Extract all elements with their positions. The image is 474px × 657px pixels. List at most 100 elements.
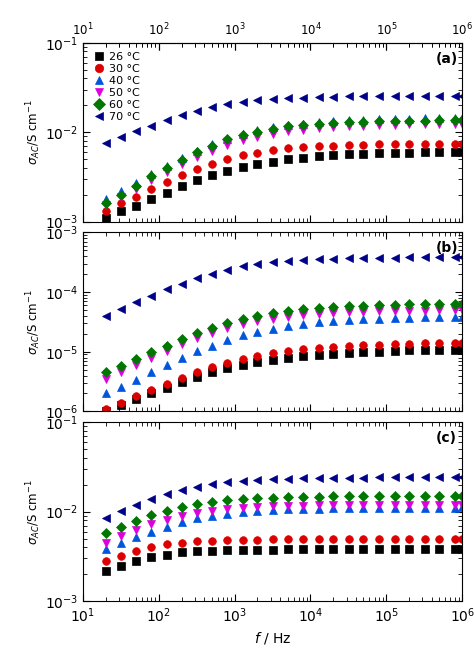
26 °C (224, 167, 230, 175)
30 °C (459, 140, 465, 148)
40 °C (437, 114, 442, 122)
60 °C (437, 116, 442, 124)
70 °C (240, 98, 246, 106)
Text: (a): (a) (436, 52, 458, 66)
70 °C (103, 139, 109, 147)
40 °C (164, 162, 170, 170)
60 °C (255, 128, 260, 136)
60 °C (316, 120, 322, 127)
30 °C (361, 141, 366, 148)
40 °C (346, 116, 352, 124)
26 °C (133, 202, 139, 210)
30 °C (194, 165, 200, 173)
26 °C (376, 149, 382, 157)
40 °C (103, 195, 109, 203)
70 °C (316, 93, 322, 101)
26 °C (316, 152, 322, 160)
60 °C (422, 116, 428, 124)
50 °C (133, 185, 139, 193)
70 °C (148, 122, 154, 129)
Legend: 26 °C, 30 °C, 40 °C, 50 °C, 60 °C, 70 °C: 26 °C, 30 °C, 40 °C, 50 °C, 60 °C, 70 °C (92, 50, 142, 124)
70 °C (224, 100, 230, 108)
40 °C (300, 120, 306, 127)
26 °C (285, 155, 291, 163)
26 °C (361, 150, 366, 158)
70 °C (406, 92, 412, 100)
60 °C (209, 141, 215, 149)
30 °C (164, 178, 170, 186)
70 °C (164, 116, 170, 124)
40 °C (330, 117, 336, 125)
Text: (b): (b) (436, 241, 458, 256)
40 °C (422, 114, 428, 122)
40 °C (452, 114, 457, 122)
40 °C (240, 130, 246, 138)
60 °C (224, 135, 230, 143)
30 °C (285, 145, 291, 152)
70 °C (346, 93, 352, 101)
30 °C (346, 141, 352, 149)
50 °C (224, 141, 230, 149)
30 °C (422, 140, 428, 148)
70 °C (194, 106, 200, 114)
70 °C (285, 94, 291, 102)
70 °C (255, 96, 260, 104)
70 °C (300, 93, 306, 101)
30 °C (240, 152, 246, 160)
40 °C (316, 118, 322, 126)
70 °C (270, 95, 276, 103)
Y-axis label: $\sigma_{AC}$/S cm$^{-1}$: $\sigma_{AC}$/S cm$^{-1}$ (25, 479, 44, 545)
30 °C (103, 208, 109, 215)
60 °C (118, 191, 124, 198)
26 °C (148, 195, 154, 203)
30 °C (376, 141, 382, 148)
70 °C (422, 92, 428, 100)
50 °C (194, 153, 200, 161)
60 °C (179, 156, 184, 164)
50 °C (148, 176, 154, 184)
26 °C (179, 182, 184, 190)
60 °C (133, 182, 139, 190)
60 °C (406, 116, 412, 124)
50 °C (270, 130, 276, 138)
40 °C (406, 114, 412, 122)
26 °C (437, 148, 442, 156)
30 °C (179, 171, 184, 179)
30 °C (452, 140, 457, 148)
40 °C (148, 170, 154, 178)
70 °C (361, 93, 366, 101)
30 °C (330, 141, 336, 149)
60 °C (392, 117, 398, 125)
50 °C (392, 121, 398, 129)
26 °C (118, 208, 124, 215)
40 °C (392, 115, 398, 123)
26 °C (406, 148, 412, 156)
26 °C (164, 189, 170, 197)
26 °C (209, 171, 215, 179)
70 °C (133, 127, 139, 135)
Line: 60 °C: 60 °C (102, 116, 466, 207)
50 °C (300, 125, 306, 133)
60 °C (164, 164, 170, 171)
50 °C (330, 123, 336, 131)
26 °C (240, 163, 246, 171)
50 °C (316, 124, 322, 132)
30 °C (224, 155, 230, 163)
Line: 50 °C: 50 °C (102, 120, 466, 208)
60 °C (376, 117, 382, 125)
60 °C (330, 119, 336, 127)
26 °C (194, 176, 200, 184)
Line: 26 °C: 26 °C (102, 148, 466, 222)
70 °C (452, 92, 457, 100)
30 °C (209, 160, 215, 168)
50 °C (459, 120, 465, 127)
50 °C (422, 120, 428, 128)
Line: 70 °C: 70 °C (102, 92, 466, 147)
30 °C (148, 185, 154, 193)
50 °C (118, 193, 124, 200)
50 °C (406, 120, 412, 128)
26 °C (103, 214, 109, 222)
40 °C (179, 154, 184, 162)
60 °C (459, 116, 465, 124)
60 °C (285, 122, 291, 130)
